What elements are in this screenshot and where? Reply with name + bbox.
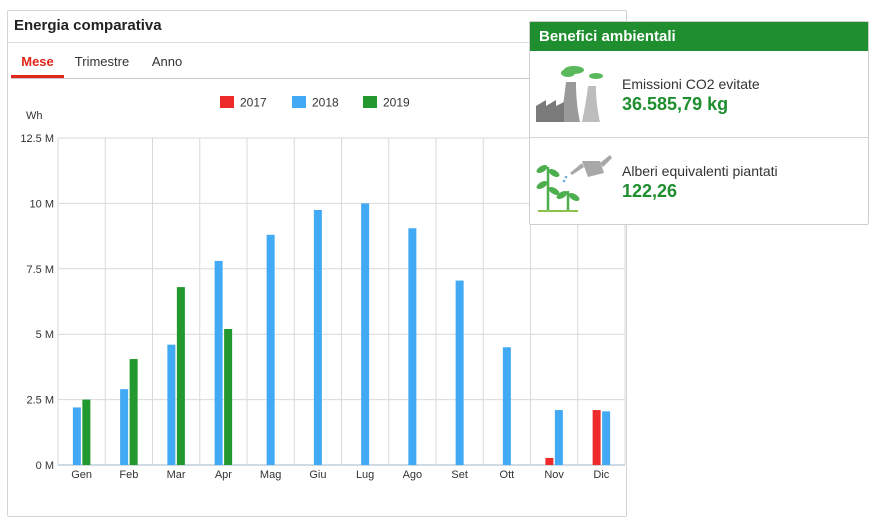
period-tabs: Mese Trimestre Anno — [11, 49, 529, 79]
co2-label: Emissioni CO2 evitate — [622, 76, 760, 92]
bar-2018-mag — [266, 234, 275, 465]
x-tick-label: Lug — [356, 469, 374, 481]
x-tick-label: Apr — [215, 469, 232, 481]
x-axis-ticks: Gen Feb Mar Apr Mag Giu Lug Ago Set Ott Nov Dic — [71, 469, 610, 481]
chart-bars — [72, 203, 611, 465]
tab-trimestre[interactable]: Trimestre — [74, 54, 130, 69]
y-tick-label: 2.5 M — [26, 395, 54, 407]
y-axis-label: Wh — [26, 110, 43, 122]
legend-swatch-2019 — [363, 96, 377, 108]
bar-2018-gen — [72, 407, 81, 465]
bar-2017-nov — [545, 457, 554, 465]
bar-2018-ago — [408, 228, 417, 465]
y-tick-label: 7.5 M — [26, 264, 54, 276]
energy-bar-chart: 2017 2018 2019 Wh 0 M 2.5 M 5 M 7.5 M 10 M 12.5… — [20, 96, 626, 481]
y-tick-label: 5 M — [36, 329, 54, 341]
co2-value: 36.585,79 kg — [622, 94, 729, 114]
co2-avoided-row: Emissioni CO2 evitate 36.585,79 kg — [530, 52, 868, 138]
y-tick-label: 12.5 M — [20, 133, 54, 145]
factory-icon — [536, 66, 603, 122]
x-tick-label: Ago — [403, 469, 423, 481]
watering-can-plants-icon — [536, 155, 612, 212]
bar-2018-nov — [554, 410, 563, 465]
tab-mese[interactable]: Mese — [11, 49, 64, 78]
energy-panel-title: Energia comparativa — [14, 17, 162, 34]
bar-2019-gen — [82, 399, 91, 465]
x-tick-label: Set — [451, 469, 468, 481]
trees-planted-row: Alberi equivalenti piantati 122,26 — [530, 139, 868, 225]
legend-swatch-2018 — [292, 96, 306, 108]
x-tick-label: Gen — [71, 469, 92, 481]
x-tick-label: Mag — [260, 469, 281, 481]
tab-anno[interactable]: Anno — [151, 54, 183, 69]
y-tick-label: 10 M — [30, 198, 54, 210]
bar-2019-feb — [129, 359, 138, 465]
x-tick-label: Mar — [167, 469, 186, 481]
bar-2018-mar — [167, 344, 176, 465]
y-tick-label: 0 M — [36, 460, 54, 472]
x-tick-label: Ott — [500, 469, 515, 481]
bar-2017-dic — [592, 410, 601, 465]
energy-panel: Energia comparativa Mese Trimestre Anno … — [7, 10, 627, 517]
x-tick-label: Dic — [593, 469, 609, 481]
y-axis-ticks: 0 M 2.5 M 5 M 7.5 M 10 M 12.5 M — [20, 133, 54, 472]
bar-2018-dic — [602, 411, 611, 465]
bar-2019-mar — [176, 287, 185, 465]
environmental-benefits-panel: Benefici ambientali Emissioni CO2 evitat… — [529, 21, 869, 225]
legend-label-2017: 2017 — [240, 96, 267, 110]
bar-2018-feb — [120, 389, 129, 465]
bar-2018-set — [455, 280, 464, 465]
bar-2018-giu — [313, 209, 322, 465]
title-divider — [8, 42, 626, 43]
legend-label-2019: 2019 — [383, 96, 410, 110]
chart-legend: 2017 2018 2019 — [220, 96, 410, 110]
bar-2019-apr — [224, 328, 233, 465]
x-tick-label: Nov — [544, 469, 564, 481]
trees-label: Alberi equivalenti piantati — [622, 163, 778, 179]
bar-2018-ott — [502, 347, 511, 465]
legend-swatch-2017 — [220, 96, 234, 108]
bar-2018-lug — [361, 203, 370, 465]
bar-2018-apr — [214, 260, 223, 465]
trees-value: 122,26 — [622, 181, 678, 201]
legend-label-2018: 2018 — [312, 96, 339, 110]
x-tick-label: Feb — [119, 469, 138, 481]
env-panel-title: Benefici ambientali — [530, 22, 868, 51]
x-tick-label: Giu — [309, 469, 326, 481]
